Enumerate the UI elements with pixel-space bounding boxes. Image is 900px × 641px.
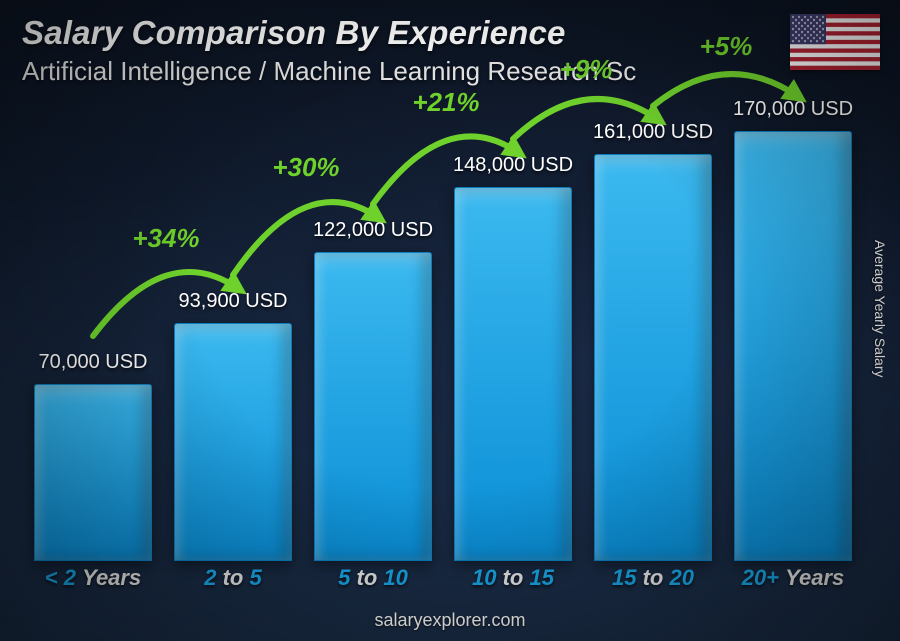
increase-arc: +5% bbox=[0, 57, 900, 597]
page-title: Salary Comparison By Experience bbox=[22, 14, 566, 52]
bar-chart: < 2 Years70,000 USD2 to 593,900 USD5 to … bbox=[0, 57, 900, 597]
chart-stage: Salary Comparison By Experience Artifici… bbox=[0, 0, 900, 641]
footer-credit: salaryexplorer.com bbox=[0, 610, 900, 631]
percent-increase-label: +5% bbox=[700, 31, 753, 61]
